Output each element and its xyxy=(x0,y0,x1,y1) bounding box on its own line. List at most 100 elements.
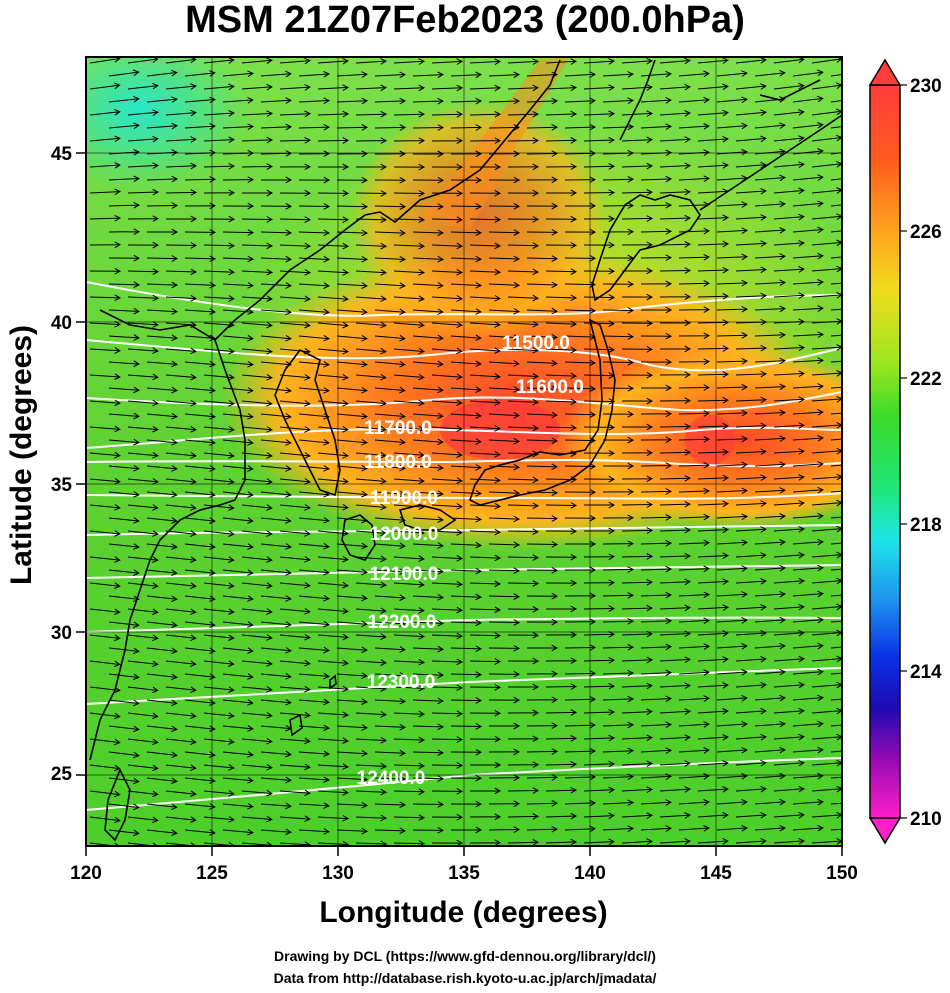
wind-arrow xyxy=(412,697,445,705)
wind-arrow xyxy=(431,373,463,381)
wind-arrow xyxy=(260,229,293,237)
wind-arrow xyxy=(127,268,160,275)
wind-arrow xyxy=(108,69,140,77)
wind-arrow xyxy=(583,708,616,716)
wind-arrow xyxy=(773,344,806,352)
wind-arrow xyxy=(108,228,141,236)
wind-arrow xyxy=(108,122,140,130)
wind-arrow xyxy=(583,838,616,846)
wind-arrow xyxy=(336,124,369,131)
wind-arrow xyxy=(203,530,235,537)
wind-arrow xyxy=(317,555,349,563)
wind-arrow xyxy=(545,110,578,118)
wind-arrow xyxy=(393,347,425,355)
wind-arrow xyxy=(317,321,349,329)
wind-arrow xyxy=(659,552,692,560)
colorbar-min-arrow xyxy=(868,817,902,845)
wind-arrow xyxy=(222,334,254,342)
wind-arrow xyxy=(355,711,388,718)
wind-arrow xyxy=(450,281,483,289)
wind-arrow xyxy=(678,227,711,235)
wind-arrow xyxy=(716,643,748,650)
wind-arrow xyxy=(583,241,616,249)
wind-arrow xyxy=(393,633,426,640)
wind-arrow xyxy=(203,373,235,381)
wind-arrow xyxy=(469,295,502,302)
wind-arrow xyxy=(469,735,502,743)
colorbar: 230 226 222 218 214 210 xyxy=(868,58,942,845)
wind-arrow xyxy=(412,412,444,420)
wind-arrow xyxy=(279,737,311,745)
wind-arrow xyxy=(545,268,578,275)
wind-arrow xyxy=(222,439,254,446)
wind-arrow xyxy=(602,592,635,599)
wind-arrow xyxy=(716,332,749,339)
wind-arrow xyxy=(165,242,198,249)
wind-arrow xyxy=(298,542,330,550)
wind-arrow xyxy=(507,110,540,118)
wind-arrow xyxy=(602,359,635,366)
wind-arrow xyxy=(792,512,824,520)
wind-arrow xyxy=(773,187,805,195)
wind-arrow xyxy=(336,71,368,78)
wind-arrow xyxy=(393,529,425,537)
wind-arrow xyxy=(412,282,444,289)
wind-arrow xyxy=(716,70,748,77)
wind-arrow xyxy=(146,803,178,811)
wind-arrow xyxy=(792,383,824,390)
wind-arrow xyxy=(374,229,407,237)
wind-arrow xyxy=(678,695,710,702)
wind-arrow xyxy=(754,279,787,287)
wind-arrow xyxy=(602,228,635,236)
wind-arrow xyxy=(469,787,502,795)
wind-arrow xyxy=(830,282,842,285)
wind-arrow xyxy=(89,161,121,169)
wind-arrow xyxy=(431,425,463,433)
wind-arrow xyxy=(697,162,729,169)
wind-arrow xyxy=(279,607,311,615)
wind-arrow xyxy=(640,123,673,130)
wind-arrow xyxy=(602,436,635,444)
wind-arrow xyxy=(678,617,711,625)
wind-arrow xyxy=(393,736,426,744)
wind-arrow xyxy=(659,241,692,248)
wind-arrow xyxy=(108,95,140,103)
wind-arrow xyxy=(545,242,578,249)
wind-arrow xyxy=(108,491,140,498)
wind-arrow xyxy=(621,553,654,560)
wind-arrow xyxy=(469,632,502,639)
wind-arrow xyxy=(317,633,349,641)
wind-arrow xyxy=(89,399,121,407)
wind-arrow xyxy=(678,461,711,469)
wind-arrow xyxy=(355,685,387,692)
wind-arrow xyxy=(526,618,559,626)
wind-arrow xyxy=(450,541,483,549)
wind-arrow xyxy=(393,321,425,329)
wind-arrow xyxy=(146,386,178,394)
wind-arrow xyxy=(336,97,369,105)
wind-arrow xyxy=(488,437,521,445)
wind-arrow xyxy=(108,595,140,603)
wind-arrow xyxy=(108,334,140,341)
wind-arrow xyxy=(260,70,292,78)
wind-arrow xyxy=(678,384,711,391)
wind-arrow xyxy=(222,699,254,706)
wind-arrow xyxy=(640,410,673,418)
colorbar-label-226: 226 xyxy=(910,222,942,243)
wind-arrow xyxy=(127,109,159,116)
wind-arrow xyxy=(659,475,692,482)
wind-arrow xyxy=(260,387,292,394)
wind-arrow xyxy=(260,255,293,263)
wind-arrow xyxy=(773,109,805,116)
wind-arrow xyxy=(336,386,368,394)
wind-arrow xyxy=(317,815,350,822)
wind-arrow xyxy=(146,360,178,368)
wind-arrow xyxy=(203,634,235,641)
wind-arrow xyxy=(393,451,425,459)
wind-arrow xyxy=(165,712,197,720)
wind-arrow xyxy=(108,543,140,550)
wind-arrow xyxy=(526,800,559,807)
wind-arrow xyxy=(583,812,616,820)
wind-arrow xyxy=(735,655,767,663)
wind-arrow xyxy=(488,281,521,289)
